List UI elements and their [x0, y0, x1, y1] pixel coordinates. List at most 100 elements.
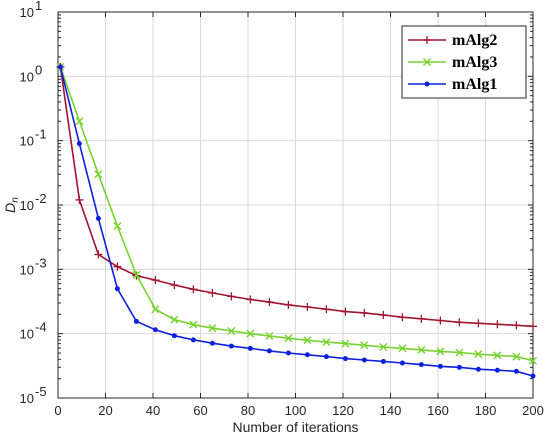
- x-tick-label: 40: [146, 403, 160, 418]
- data-point-malg3: [436, 347, 445, 356]
- x-tick-label: 160: [427, 403, 449, 418]
- data-point-malg3: [94, 170, 103, 179]
- x-tick-label: 200: [522, 403, 544, 418]
- data-point-malg1: [171, 333, 177, 339]
- marker-stroke: [436, 347, 445, 356]
- marker-stroke: [529, 356, 537, 365]
- marker-dot: [76, 141, 82, 147]
- y-tick-label: 10: [20, 5, 34, 20]
- data-point-malg1: [266, 348, 272, 354]
- data-point-malg1: [228, 343, 234, 349]
- marker-dot: [437, 363, 443, 369]
- marker-dot: [530, 373, 536, 379]
- marker-dot: [152, 327, 158, 333]
- marker-dot: [475, 366, 481, 372]
- marker-stroke: [132, 270, 141, 279]
- marker-stroke: [75, 117, 84, 126]
- data-point-malg2: [322, 305, 331, 314]
- y-tick-label-base: 10: [20, 134, 34, 149]
- data-point-malg1: [114, 286, 120, 292]
- data-point-malg2: [303, 302, 312, 311]
- marker-dot: [513, 368, 519, 374]
- data-point-malg2: [208, 288, 217, 297]
- data-point-malg1: [209, 340, 215, 346]
- data-point-malg1: [76, 141, 82, 147]
- x-tick-label: 100: [285, 403, 307, 418]
- data-point-malg1: [133, 318, 139, 324]
- marker-dot: [323, 354, 329, 360]
- legend-item-malg1: mAlg1: [408, 76, 497, 93]
- data-point-malg1: [152, 327, 158, 333]
- marker-dot: [456, 364, 462, 370]
- data-point-malg2: [379, 311, 388, 320]
- marker-stroke: [151, 305, 160, 314]
- data-point-malg1: [494, 367, 500, 373]
- data-point-malg3: [75, 117, 84, 126]
- data-point-malg1: [513, 368, 519, 374]
- legend-label-malg1: mAlg1: [452, 76, 497, 93]
- marker-dot: [266, 348, 272, 354]
- data-point-malg2: [246, 295, 255, 304]
- marker-dot: [285, 350, 291, 356]
- data-point-malg2: [436, 316, 445, 325]
- data-point-malg2: [94, 250, 103, 259]
- series-line-malg3: [59, 66, 534, 362]
- marker-dot: [418, 362, 424, 368]
- marker-dot: [399, 360, 405, 366]
- data-point-malg1: [95, 215, 101, 221]
- data-point-malg1: [361, 357, 367, 363]
- data-point-malg1: [380, 358, 386, 364]
- data-point-malg2: [493, 320, 502, 329]
- y-tick-label-base: 10: [20, 327, 34, 342]
- data-point-malg3: [360, 341, 369, 350]
- y-axis-label: Dn: [2, 197, 21, 213]
- marker-stroke: [189, 320, 198, 329]
- x-tick-label: 80: [241, 403, 255, 418]
- data-point-malg2: [341, 307, 350, 316]
- data-point-malg3: [341, 339, 350, 348]
- marker-stroke: [303, 336, 312, 345]
- marker-stroke: [423, 58, 431, 66]
- marker-stroke: [417, 345, 426, 354]
- data-point-malg2: [170, 281, 179, 290]
- data-point-malg3: [208, 324, 217, 333]
- data-point-malg1: [323, 354, 329, 360]
- y-tick-label: 10: [20, 69, 34, 84]
- data-point-malg2: [529, 322, 537, 331]
- data-point-malg2: [512, 321, 521, 330]
- data-point-malg2: [284, 300, 293, 309]
- marker-stroke: [208, 324, 217, 333]
- x-tick-label: 60: [193, 403, 207, 418]
- marker-stroke: [284, 334, 293, 343]
- marker-dot: [380, 358, 386, 364]
- x-tick-label: 120: [332, 403, 354, 418]
- marker-dot: [494, 367, 500, 373]
- marker-stroke: [493, 351, 502, 360]
- marker-dot: [247, 345, 253, 351]
- data-point-malg3: [398, 344, 407, 353]
- data-point-malg3: [493, 351, 502, 360]
- legend-label-malg3: mAlg3: [452, 54, 497, 71]
- y-tick-label-exponent: -5: [35, 384, 47, 399]
- marker-stroke: [113, 222, 122, 231]
- data-point-malg3: [417, 345, 426, 354]
- marker-stroke: [265, 332, 274, 340]
- x-axis-label: Number of iterations: [232, 419, 358, 435]
- x-tick-label: 0: [54, 403, 61, 418]
- marker-stroke: [360, 341, 369, 350]
- data-point-malg3: [529, 356, 537, 365]
- x-tick-label: 180: [475, 403, 497, 418]
- marker-stroke: [227, 327, 236, 335]
- data-point-malg1: [285, 350, 291, 356]
- data-point-malg3: [113, 222, 122, 231]
- data-point-malg3: [189, 320, 198, 329]
- y-tick-label: 10: [20, 262, 34, 277]
- y-tick-label: 10: [20, 198, 34, 213]
- legend: mAlg2 mAlg3 mAlg1: [401, 25, 527, 99]
- legend-marker-malg3: [423, 58, 431, 66]
- legend-label-malg2: mAlg2: [452, 32, 497, 49]
- data-point-malg3: [132, 270, 141, 279]
- data-point-malg1: [456, 364, 462, 370]
- data-point-malg1: [247, 345, 253, 351]
- marker-stroke: [398, 344, 407, 353]
